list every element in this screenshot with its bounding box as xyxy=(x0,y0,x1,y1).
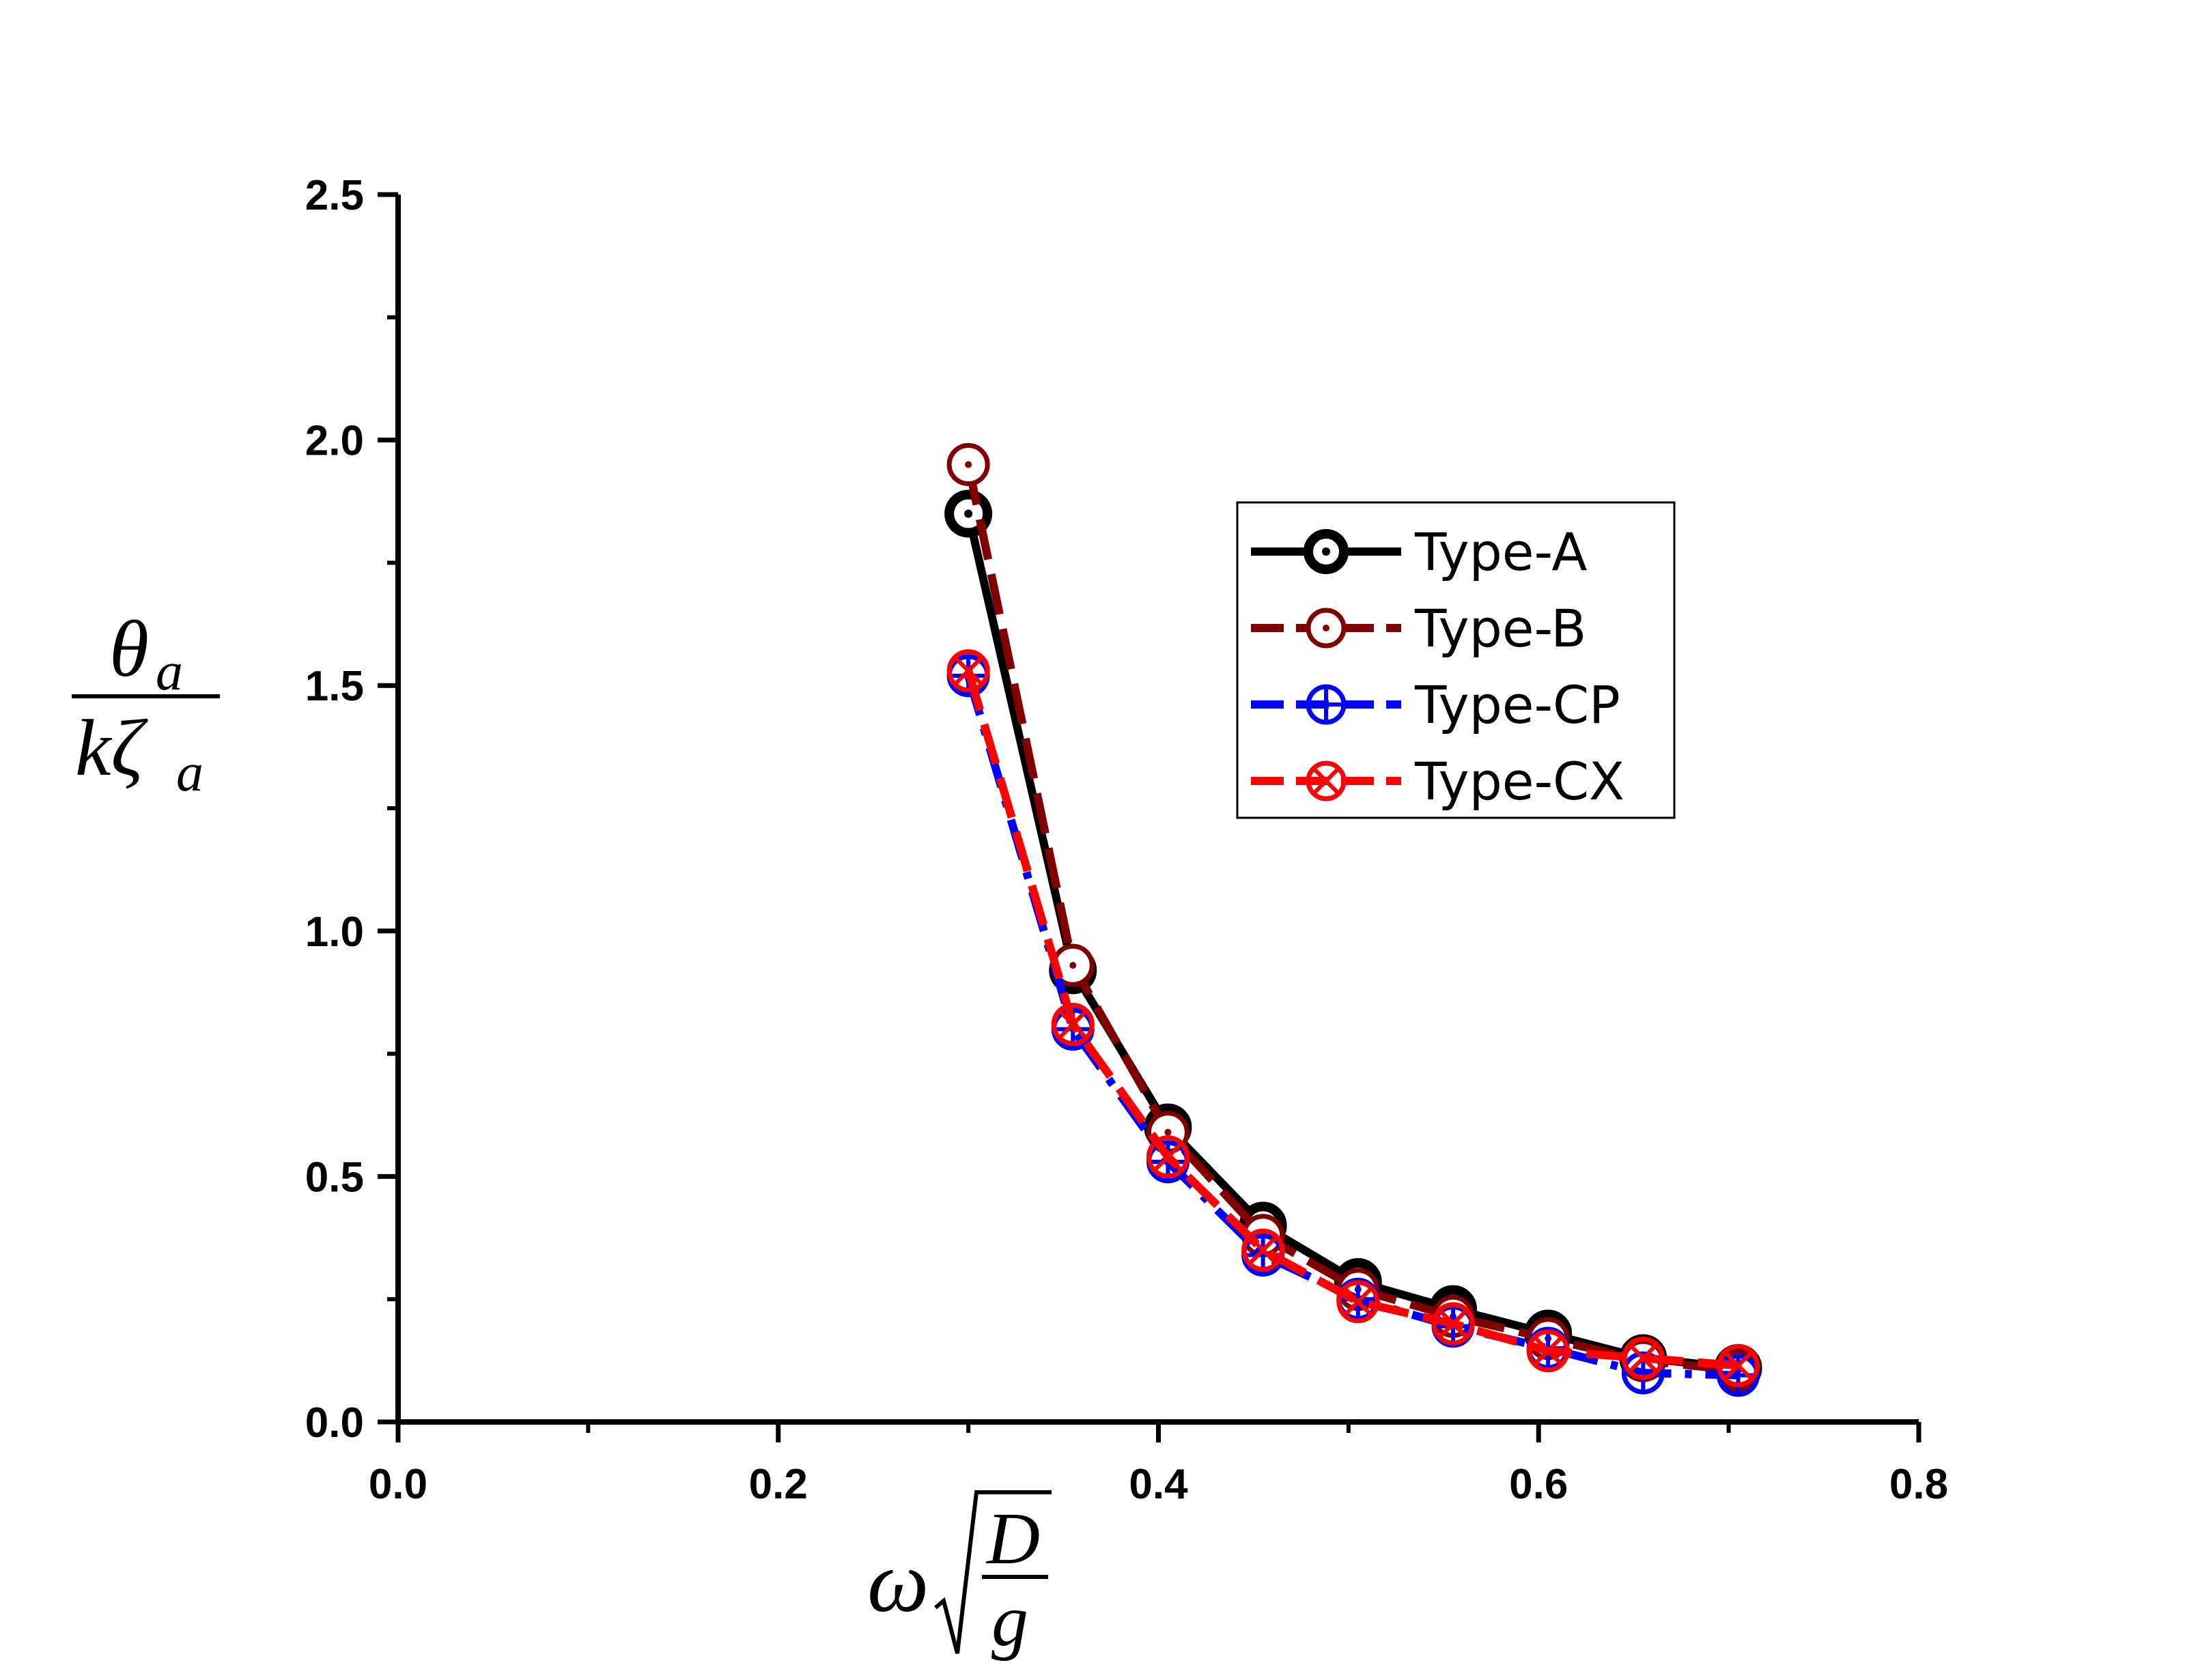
type-cx-marker xyxy=(1241,1228,1285,1272)
marker-x-b xyxy=(1437,1308,1469,1339)
marker-dot xyxy=(1323,625,1329,631)
x-tick-label: 0.8 xyxy=(1889,1461,1948,1508)
xlabel-radical xyxy=(934,1490,1052,1654)
marker-ring xyxy=(1146,1135,1190,1179)
ylabel-numerator-sub: a xyxy=(156,642,183,702)
marker-x-b xyxy=(1723,1350,1754,1381)
x-tick-label: 0.2 xyxy=(749,1461,808,1508)
y-axis-label: θ a kζ a xyxy=(72,604,220,803)
x-tick-label: 0.6 xyxy=(1509,1461,1568,1508)
y-tick-label: 2.5 xyxy=(305,172,364,219)
ylabel-denominator: kζ xyxy=(75,703,148,793)
type-cx-marker xyxy=(946,649,990,693)
marker-dot xyxy=(965,461,972,468)
type-a-marker xyxy=(1304,529,1349,574)
type-cx-marker xyxy=(1717,1343,1760,1387)
legend-label: Type-CX xyxy=(1414,751,1624,812)
xlabel-denominator: g xyxy=(991,1580,1028,1662)
ylabel-numerator: θ xyxy=(109,604,149,694)
marker-ring xyxy=(1051,1002,1095,1046)
xlabel-numerator: D xyxy=(985,1498,1040,1580)
marker-dot xyxy=(964,509,973,518)
type-cx-marker xyxy=(1431,1302,1475,1346)
legend: Type-A Type-B Type-CP Type-CX xyxy=(1236,501,1676,819)
type-cx-marker xyxy=(1146,1135,1190,1179)
marker-x-b xyxy=(1312,767,1340,795)
x-tick-label: 0.4 xyxy=(1129,1461,1188,1508)
marker-ring xyxy=(1336,1280,1380,1324)
marker-x-b xyxy=(1057,1009,1088,1040)
marker-dot xyxy=(1164,1128,1172,1136)
series-type-cx xyxy=(946,649,1760,1387)
type-cx-marker xyxy=(1526,1329,1570,1373)
legend-entry-type-a: Type-A xyxy=(1251,522,1587,582)
type-cp-marker xyxy=(1306,684,1347,725)
marker-ring xyxy=(1241,1228,1285,1272)
y-tick-label: 0.5 xyxy=(305,1154,364,1201)
legend-entry-type-cp: Type-CP xyxy=(1251,674,1620,735)
legend-entry-type-b: Type-B xyxy=(1251,598,1586,659)
marker-x-b xyxy=(1342,1286,1374,1318)
x-axis-label: ω D g xyxy=(867,1490,1052,1662)
marker-ring xyxy=(1526,1329,1570,1373)
marker-ring xyxy=(1621,1337,1665,1380)
y-tick-label: 2.0 xyxy=(305,418,364,465)
marker-x-b xyxy=(1628,1343,1659,1373)
marker-ring xyxy=(946,649,990,693)
legend-label: Type-A xyxy=(1414,522,1587,582)
y-tick-label: 0.0 xyxy=(305,1399,364,1447)
legend-entry-type-cx: Type-CX xyxy=(1251,751,1624,812)
type-cx-marker xyxy=(1306,760,1347,801)
series-layer xyxy=(944,443,1762,1397)
y-tick-label: 1.0 xyxy=(305,909,364,956)
xlabel-symbol: ω xyxy=(867,1533,929,1630)
y-tick-label: 1.5 xyxy=(305,663,364,710)
type-b-marker xyxy=(1306,608,1347,649)
legend-label: Type-B xyxy=(1414,598,1586,659)
marker-ring xyxy=(1431,1302,1475,1346)
series-line xyxy=(964,669,1739,1370)
marker-x-b xyxy=(953,655,984,686)
ylabel-denominator-sub: a xyxy=(176,743,203,803)
type-b-marker xyxy=(946,443,990,487)
axes: 0.0 0.2 0.4 0.6 0.8 0.0 0.5 1.0 1.5 2.0 2.5 xyxy=(305,172,1948,1508)
marker-x-b xyxy=(1153,1141,1183,1172)
marker-dot xyxy=(1322,547,1330,556)
marker-ring xyxy=(1306,760,1347,801)
legend-label: Type-CP xyxy=(1414,674,1620,735)
type-cx-marker xyxy=(1336,1280,1380,1324)
marker-ring xyxy=(1717,1343,1760,1387)
type-cx-marker xyxy=(1621,1337,1665,1380)
x-tick-label: 0.0 xyxy=(369,1461,427,1508)
marker-dot xyxy=(1069,962,1077,969)
marker-x-b xyxy=(1248,1234,1278,1266)
marker-x-b xyxy=(1532,1335,1564,1366)
type-cx-marker xyxy=(1051,1002,1095,1046)
